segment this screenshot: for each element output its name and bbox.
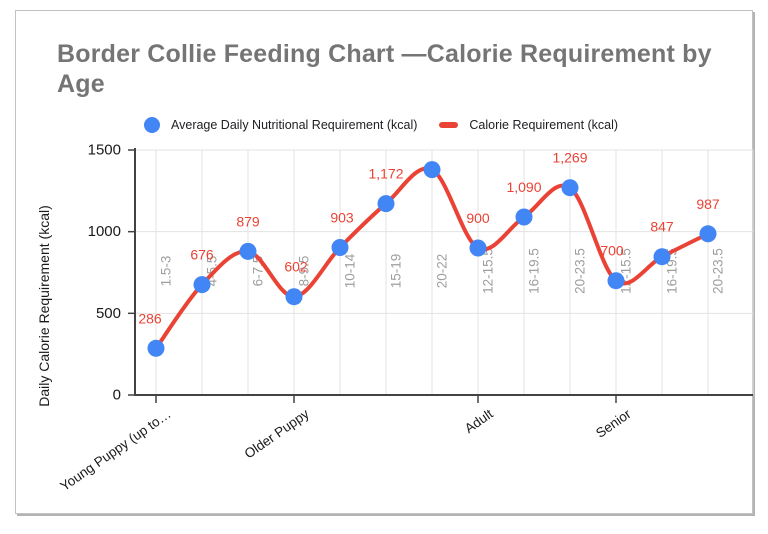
category-annotation: 10-14 [343, 253, 358, 288]
data-point[interactable] [331, 239, 349, 256]
x-axis-stage-label: Senior [593, 406, 634, 441]
data-point-label: 676 [190, 247, 214, 263]
data-point-label: 847 [650, 219, 674, 235]
data-point[interactable] [147, 339, 165, 357]
circle-marker-icon [144, 117, 160, 133]
data-point[interactable] [561, 179, 579, 197]
category-annotation: 12-15.5 [481, 248, 496, 294]
category-annotation: 8-9.5 [297, 256, 312, 287]
category-annotation: 15-19 [389, 254, 404, 289]
data-point[interactable] [423, 161, 441, 179]
legend: Average Daily Nutritional Requirement (k… [144, 117, 618, 133]
category-annotation: 16-19.5 [527, 248, 542, 294]
category-annotation: 1.5-3 [159, 256, 174, 287]
data-point-label: 1,172 [368, 166, 403, 182]
legend-label: Average Daily Nutritional Requirement (k… [171, 118, 418, 132]
y-axis-title: Daily Calorie Requirement (kcal) [36, 205, 52, 407]
category-annotation: 20-23.5 [711, 248, 726, 294]
chart-title: Border Collie Feeding Chart —Calorie Req… [57, 40, 712, 98]
legend-label: Calorie Requirement (kcal) [469, 118, 619, 132]
dash-marker-icon [439, 122, 459, 128]
data-point[interactable] [239, 242, 257, 260]
category-annotation: 20-23.5 [573, 248, 588, 294]
data-point[interactable] [377, 195, 395, 213]
data-point[interactable] [653, 248, 671, 266]
x-axis-stage-label: Older Puppy [242, 406, 312, 461]
category-annotation: 20-22 [435, 254, 450, 289]
data-point[interactable] [515, 208, 533, 226]
data-point-label: 700 [600, 243, 624, 259]
data-point-label: 1,090 [506, 179, 541, 195]
chart-frame: Border Collie Feeding Chart —Calorie Req… [15, 10, 753, 514]
data-point[interactable] [699, 225, 717, 243]
data-point-label: 286 [138, 310, 162, 326]
data-point[interactable] [285, 288, 303, 306]
data-point[interactable] [607, 272, 625, 290]
y-axis-tick-label: 500 [96, 305, 121, 322]
data-point-label: 903 [330, 210, 354, 226]
data-point-label: 602 [284, 259, 308, 275]
data-point[interactable] [193, 276, 211, 294]
legend-item-calorie-requirement[interactable]: Calorie Requirement (kcal) [439, 118, 618, 132]
y-axis-tick-label: 1500 [88, 142, 121, 159]
x-axis-stage-label: Young Puppy (up to… [57, 406, 173, 494]
y-axis-tick-label: 1000 [88, 223, 121, 240]
data-point-label: 879 [236, 213, 260, 229]
data-point-label: 900 [466, 210, 490, 226]
data-point-label: 1,269 [552, 150, 587, 166]
x-axis-stage-label: Adult [462, 406, 496, 436]
legend-item-nutritional-requirement[interactable]: Average Daily Nutritional Requirement (k… [144, 117, 417, 133]
data-point[interactable] [469, 239, 487, 257]
data-point-label: 987 [696, 196, 720, 212]
y-axis-tick-label: 0 [113, 387, 121, 404]
